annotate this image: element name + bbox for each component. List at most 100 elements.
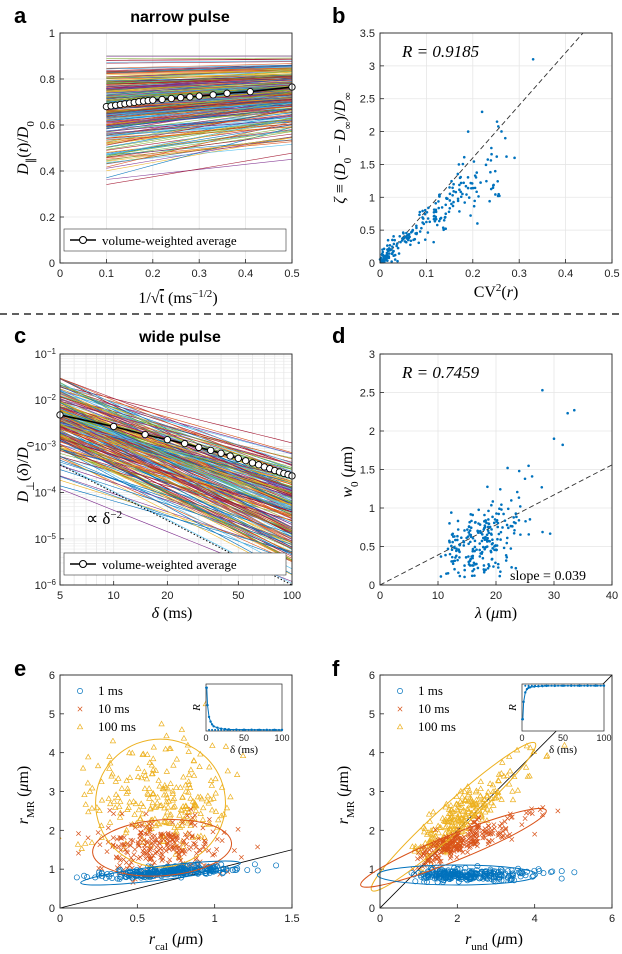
marker-triangle: [449, 819, 456, 826]
data-point: [493, 169, 497, 173]
inset-point: [207, 715, 211, 719]
y-tick-label: 3.5: [360, 28, 375, 40]
marker-cross: [188, 844, 194, 850]
series-curve-line: [60, 398, 292, 492]
marker-triangle: [456, 817, 463, 824]
data-point: [500, 508, 503, 511]
marker-cross: [188, 806, 194, 812]
marker-cross: [180, 819, 185, 825]
marker-triangle: [495, 792, 502, 799]
data-point: [495, 512, 498, 515]
data-point: [499, 570, 502, 573]
marker-cross: [486, 839, 492, 845]
data-point: [495, 120, 499, 123]
marker-circle: [490, 877, 497, 884]
data-point: [453, 535, 456, 538]
series-curve-line: [106, 73, 292, 78]
y-tick-label: 3: [369, 349, 375, 361]
series-curve-line: [106, 73, 292, 84]
marker-cross: [486, 823, 492, 829]
average-marker: [158, 95, 166, 104]
series-curve-line: [106, 121, 292, 137]
data-point: [502, 512, 505, 516]
data-point: [527, 464, 530, 468]
marker-cross: [491, 826, 497, 832]
ticks: 0 0.1 0.2 0.3 0.4 0.5 0 0.5 1 1.5 2 2.5 3 3.5: [360, 28, 620, 280]
legend-box: [63, 228, 287, 252]
marker-cross: [442, 847, 448, 853]
series-curve-line: [60, 412, 292, 499]
series-curve-line: [106, 65, 292, 74]
inset: 0 50 100 δ (ms) R: [191, 683, 290, 756]
marker-cross: [196, 836, 201, 842]
series-curve-line: [106, 82, 292, 96]
data-point: [477, 522, 480, 525]
x-tick-label: 0: [377, 268, 383, 280]
data-point: [480, 539, 484, 543]
data-point: [505, 555, 509, 559]
marker-circle: [138, 874, 144, 881]
x-tick-label: 0.1: [419, 268, 434, 280]
marker-cross: [474, 817, 480, 823]
marker-triangle: [467, 797, 474, 804]
data-point: [456, 172, 460, 176]
data-point: [404, 240, 408, 244]
marker-triangle: [84, 753, 92, 760]
marker-circle: [84, 874, 90, 881]
y-tick-label: 6: [369, 670, 375, 682]
data-point: [451, 186, 454, 190]
data-point: [432, 240, 435, 244]
series-curve-line: [106, 78, 292, 96]
data-point: [415, 224, 418, 228]
marker-triangle: [164, 803, 172, 810]
marker-cross: [451, 844, 456, 850]
data-point: [420, 226, 423, 230]
marker-circle: [73, 874, 80, 881]
marker-triangle: [473, 799, 480, 806]
series-curve-line: [106, 126, 292, 141]
marker-cross: [169, 834, 174, 840]
inset-point: [570, 684, 573, 687]
inset-point: [599, 684, 602, 687]
data-point: [494, 193, 497, 196]
data-point: [496, 562, 500, 566]
marker-cross: [438, 850, 444, 856]
marker-triangle: [85, 808, 92, 815]
marker-cross: [104, 849, 110, 854]
fit-line: [380, 464, 612, 585]
marker-cross: [447, 842, 453, 848]
marker-cross: [451, 849, 457, 855]
marker-triangle: [489, 781, 497, 788]
data-point: [478, 555, 482, 558]
marker-triangle: [498, 796, 505, 802]
marker-triangle: [439, 814, 446, 821]
data-point: [484, 535, 487, 539]
marker-triangle: [154, 820, 162, 826]
data-point: [465, 536, 468, 540]
marker-cross: [121, 835, 127, 840]
marker-triangle: [454, 815, 461, 822]
marker-triangle: [169, 796, 176, 803]
data-point: [490, 503, 493, 507]
marker-triangle: [212, 775, 219, 782]
inset-point: [537, 684, 540, 687]
data-point: [474, 562, 477, 566]
marker-triangle: [178, 726, 186, 732]
data-point: [441, 226, 445, 230]
data-point: [448, 186, 451, 189]
marker-cross: [192, 822, 198, 828]
data-point: [494, 548, 498, 552]
marker-cross: [182, 832, 188, 838]
inset-point: [580, 684, 583, 687]
marker-cross: [481, 832, 486, 838]
series-curve-line: [106, 60, 292, 63]
x-tick-label: 0.4: [238, 268, 253, 280]
marker-triangle: [144, 789, 151, 796]
marker-triangle: [112, 778, 120, 784]
marker-cross: [122, 847, 128, 853]
inset-frame: [205, 683, 283, 732]
marker-triangle: [509, 796, 517, 803]
title-wide-pulse: wide pulse: [138, 329, 221, 346]
marker-triangle: [224, 767, 231, 774]
data-point: [484, 163, 488, 167]
